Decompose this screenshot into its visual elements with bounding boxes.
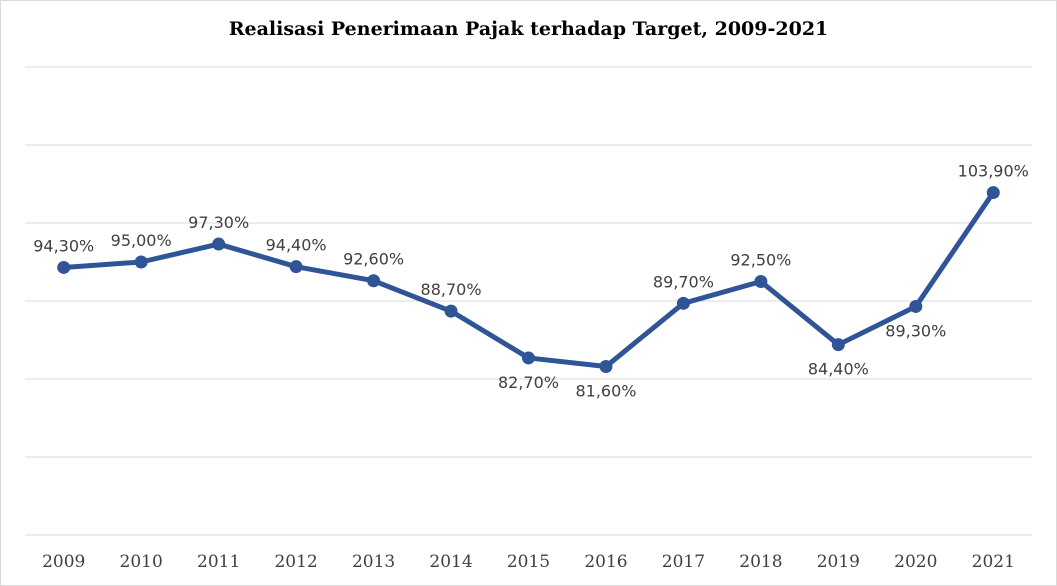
- data-label: 88,70%: [421, 280, 482, 299]
- data-point: [909, 299, 923, 313]
- data-label: 95,00%: [111, 231, 172, 250]
- data-label: 97,30%: [188, 213, 249, 232]
- data-point: [212, 237, 226, 251]
- x-tick-label: 2016: [584, 552, 627, 572]
- x-tick-label: 2019: [817, 552, 860, 572]
- chart-title: Realisasi Penerimaan Pajak terhadap Targ…: [228, 18, 829, 40]
- data-label: 94,40%: [266, 236, 327, 255]
- data-label: 103,90%: [958, 162, 1029, 181]
- x-tick-label: 2011: [197, 552, 240, 572]
- data-point: [367, 274, 381, 288]
- data-label: 89,70%: [653, 272, 714, 291]
- x-tick-label: 2021: [972, 552, 1015, 572]
- data-point: [599, 360, 613, 374]
- data-point: [754, 275, 768, 288]
- data-point: [57, 260, 71, 274]
- x-tick-label: 2014: [429, 552, 472, 572]
- data-label: 92,50%: [730, 251, 791, 270]
- x-tick-label: 2012: [274, 552, 317, 572]
- data-point: [986, 186, 1000, 200]
- x-tick-label: 2015: [507, 552, 550, 572]
- data-point: [676, 296, 690, 310]
- x-tick-label: 2009: [42, 552, 85, 572]
- x-tick-label: 2018: [739, 552, 782, 572]
- x-axis-tick-labels: 2009 2010 2011 2012 2013 2014 2015 2016 2017 2018…: [42, 552, 1015, 572]
- data-point: [831, 338, 845, 352]
- series-group: [57, 186, 1000, 374]
- data-point: [522, 351, 535, 365]
- data-label: 84,40%: [808, 360, 869, 379]
- data-label: 89,30%: [885, 321, 946, 340]
- data-point: [444, 304, 458, 318]
- data-label: 92,60%: [343, 250, 404, 269]
- data-label: 81,60%: [575, 382, 636, 401]
- x-tick-label: 2010: [120, 552, 163, 572]
- data-label: 82,70%: [498, 373, 559, 392]
- data-label: 94,30%: [33, 236, 94, 255]
- data-point: [134, 255, 148, 269]
- x-tick-label: 2013: [352, 552, 395, 572]
- x-tick-label: 2017: [662, 552, 705, 572]
- x-tick-label: 2020: [894, 552, 937, 572]
- gridlines: [25, 66, 1032, 536]
- data-labels: 94,30% 95,00% 97,30% 94,40% 92,60% 88,70% 82,7…: [33, 162, 1029, 401]
- data-point: [289, 260, 303, 274]
